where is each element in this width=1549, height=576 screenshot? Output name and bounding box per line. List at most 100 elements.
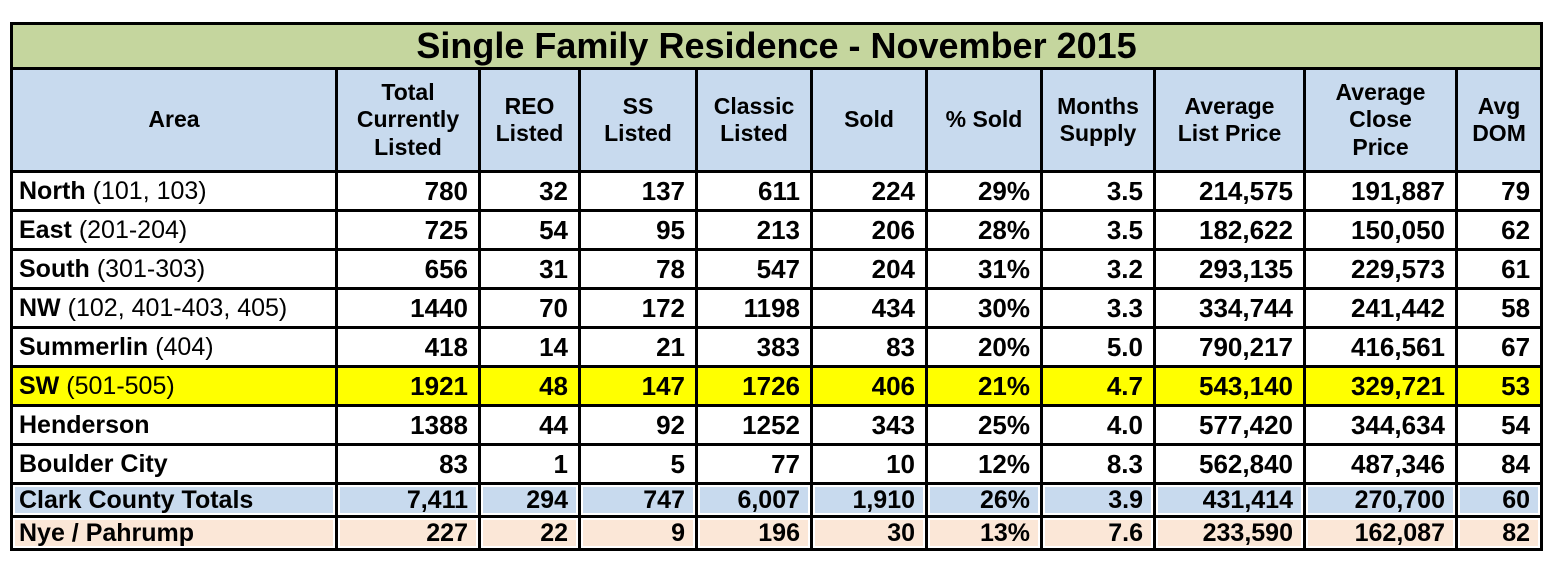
cell-sold: 204 <box>810 248 928 290</box>
cell-total-currently-listed: 227 <box>335 515 481 551</box>
cell-sold: 10 <box>810 443 928 485</box>
area-name: SW <box>19 371 60 400</box>
cell-ss-listed: 172 <box>578 287 698 329</box>
col-header-classic-listed: Classic Listed <box>695 67 813 173</box>
area-cell: Clark County Totals <box>10 482 338 518</box>
cell-avg-list-price: 562,840 <box>1153 443 1306 485</box>
cell-total-currently-listed: 1921 <box>335 365 481 407</box>
cell-reo-listed: 294 <box>478 482 581 518</box>
cell-months-supply: 3.5 <box>1040 209 1156 251</box>
cell-avg-dom: 79 <box>1454 170 1544 212</box>
area-cell: South (301-303) <box>10 248 338 290</box>
cell-months-supply: 3.5 <box>1040 170 1156 212</box>
cell-sold: 343 <box>810 404 928 446</box>
col-header-pct-sold: % Sold <box>925 67 1043 173</box>
cell-ss-listed: 747 <box>578 482 698 518</box>
area-cell: Boulder City <box>10 443 338 485</box>
row-east: East (201-204) 725 54 95 213 206 28% 3.5 … <box>10 209 1544 251</box>
row-nye-pahrump: Nye / Pahrump 227 22 9 196 30 13% 7.6 23… <box>10 515 1544 551</box>
cell-avg-close-price: 191,887 <box>1303 170 1458 212</box>
area-name: Henderson <box>19 410 150 439</box>
cell-classic-listed: 213 <box>695 209 813 251</box>
area-code: (101, 103) <box>92 176 207 205</box>
cell-total-currently-listed: 7,411 <box>335 482 481 518</box>
row-boulder-city: Boulder City 83 1 5 77 10 12% 8.3 562,84… <box>10 443 1544 485</box>
cell-pct-sold: 13% <box>925 515 1043 551</box>
cell-pct-sold: 28% <box>925 209 1043 251</box>
cell-classic-listed: 1726 <box>695 365 813 407</box>
area-name: East <box>19 215 72 244</box>
area-code: (102, 401-403, 405) <box>67 293 288 322</box>
cell-total-currently-listed: 1388 <box>335 404 481 446</box>
cell-avg-list-price: 233,590 <box>1153 515 1306 551</box>
col-header-avg-list-price: Average List Price <box>1153 67 1306 173</box>
area-name: NW <box>19 293 61 322</box>
cell-months-supply: 7.6 <box>1040 515 1156 551</box>
cell-months-supply: 3.9 <box>1040 482 1156 518</box>
cell-reo-listed: 22 <box>478 515 581 551</box>
col-header-area: Area <box>10 67 338 173</box>
area-code: (201-204) <box>78 215 188 244</box>
area-cell: Nye / Pahrump <box>10 515 338 551</box>
col-header-ss-listed: SS Listed <box>578 67 698 173</box>
cell-reo-listed: 70 <box>478 287 581 329</box>
cell-avg-dom: 67 <box>1454 326 1544 368</box>
cell-total-currently-listed: 1440 <box>335 287 481 329</box>
cell-avg-list-price: 431,414 <box>1153 482 1306 518</box>
cell-classic-listed: 1198 <box>695 287 813 329</box>
cell-months-supply: 3.2 <box>1040 248 1156 290</box>
table-title: Single Family Residence - November 2015 <box>9 22 1544 70</box>
cell-avg-list-price: 334,744 <box>1153 287 1306 329</box>
cell-avg-dom: 54 <box>1454 404 1544 446</box>
cell-avg-list-price: 577,420 <box>1153 404 1306 446</box>
area-cell: SW (501-505) <box>10 365 338 407</box>
cell-pct-sold: 30% <box>925 287 1043 329</box>
cell-avg-close-price: 270,700 <box>1303 482 1458 518</box>
area-cell: Summerlin (404) <box>10 326 338 368</box>
cell-total-currently-listed: 725 <box>335 209 481 251</box>
cell-total-currently-listed: 656 <box>335 248 481 290</box>
cell-sold: 30 <box>810 515 928 551</box>
col-header-reo-listed: REO Listed <box>478 67 581 173</box>
cell-classic-listed: 547 <box>695 248 813 290</box>
cell-total-currently-listed: 780 <box>335 170 481 212</box>
cell-pct-sold: 21% <box>925 365 1043 407</box>
cell-avg-dom: 62 <box>1454 209 1544 251</box>
cell-months-supply: 3.3 <box>1040 287 1156 329</box>
col-header-sold: Sold <box>810 67 928 173</box>
cell-classic-listed: 77 <box>695 443 813 485</box>
area-cell: Henderson <box>10 404 338 446</box>
row-nw: NW (102, 401-403, 405) 1440 70 172 1198 4… <box>10 287 1544 329</box>
cell-pct-sold: 12% <box>925 443 1043 485</box>
cell-pct-sold: 31% <box>925 248 1043 290</box>
col-header-avg-close-price: Average Close Price <box>1303 67 1458 173</box>
cell-total-currently-listed: 83 <box>335 443 481 485</box>
cell-months-supply: 4.0 <box>1040 404 1156 446</box>
cell-avg-dom: 58 <box>1454 287 1544 329</box>
cell-ss-listed: 78 <box>578 248 698 290</box>
cell-ss-listed: 147 <box>578 365 698 407</box>
cell-avg-list-price: 182,622 <box>1153 209 1306 251</box>
cell-avg-dom: 82 <box>1454 515 1544 551</box>
area-code: (404) <box>155 332 214 361</box>
cell-avg-close-price: 416,561 <box>1303 326 1458 368</box>
sfr-stats-table: Single Family Residence - November 2015 … <box>9 22 1544 551</box>
cell-avg-close-price: 487,346 <box>1303 443 1458 485</box>
cell-avg-close-price: 162,087 <box>1303 515 1458 551</box>
title-row: Single Family Residence - November 2015 <box>9 22 1544 70</box>
area-cell: East (201-204) <box>10 209 338 251</box>
cell-reo-listed: 32 <box>478 170 581 212</box>
cell-avg-close-price: 150,050 <box>1303 209 1458 251</box>
cell-avg-dom: 84 <box>1454 443 1544 485</box>
cell-sold: 1,910 <box>810 482 928 518</box>
cell-pct-sold: 29% <box>925 170 1043 212</box>
cell-pct-sold: 26% <box>925 482 1043 518</box>
cell-ss-listed: 5 <box>578 443 698 485</box>
cell-avg-dom: 60 <box>1454 482 1544 518</box>
cell-classic-listed: 1252 <box>695 404 813 446</box>
row-sw-highlighted: SW (501-505) 1921 48 147 1726 406 21% 4.7… <box>10 365 1544 407</box>
area-cell: NW (102, 401-403, 405) <box>10 287 338 329</box>
cell-reo-listed: 54 <box>478 209 581 251</box>
area-name: North <box>19 176 86 205</box>
area-name: Clark County Totals <box>19 485 254 514</box>
